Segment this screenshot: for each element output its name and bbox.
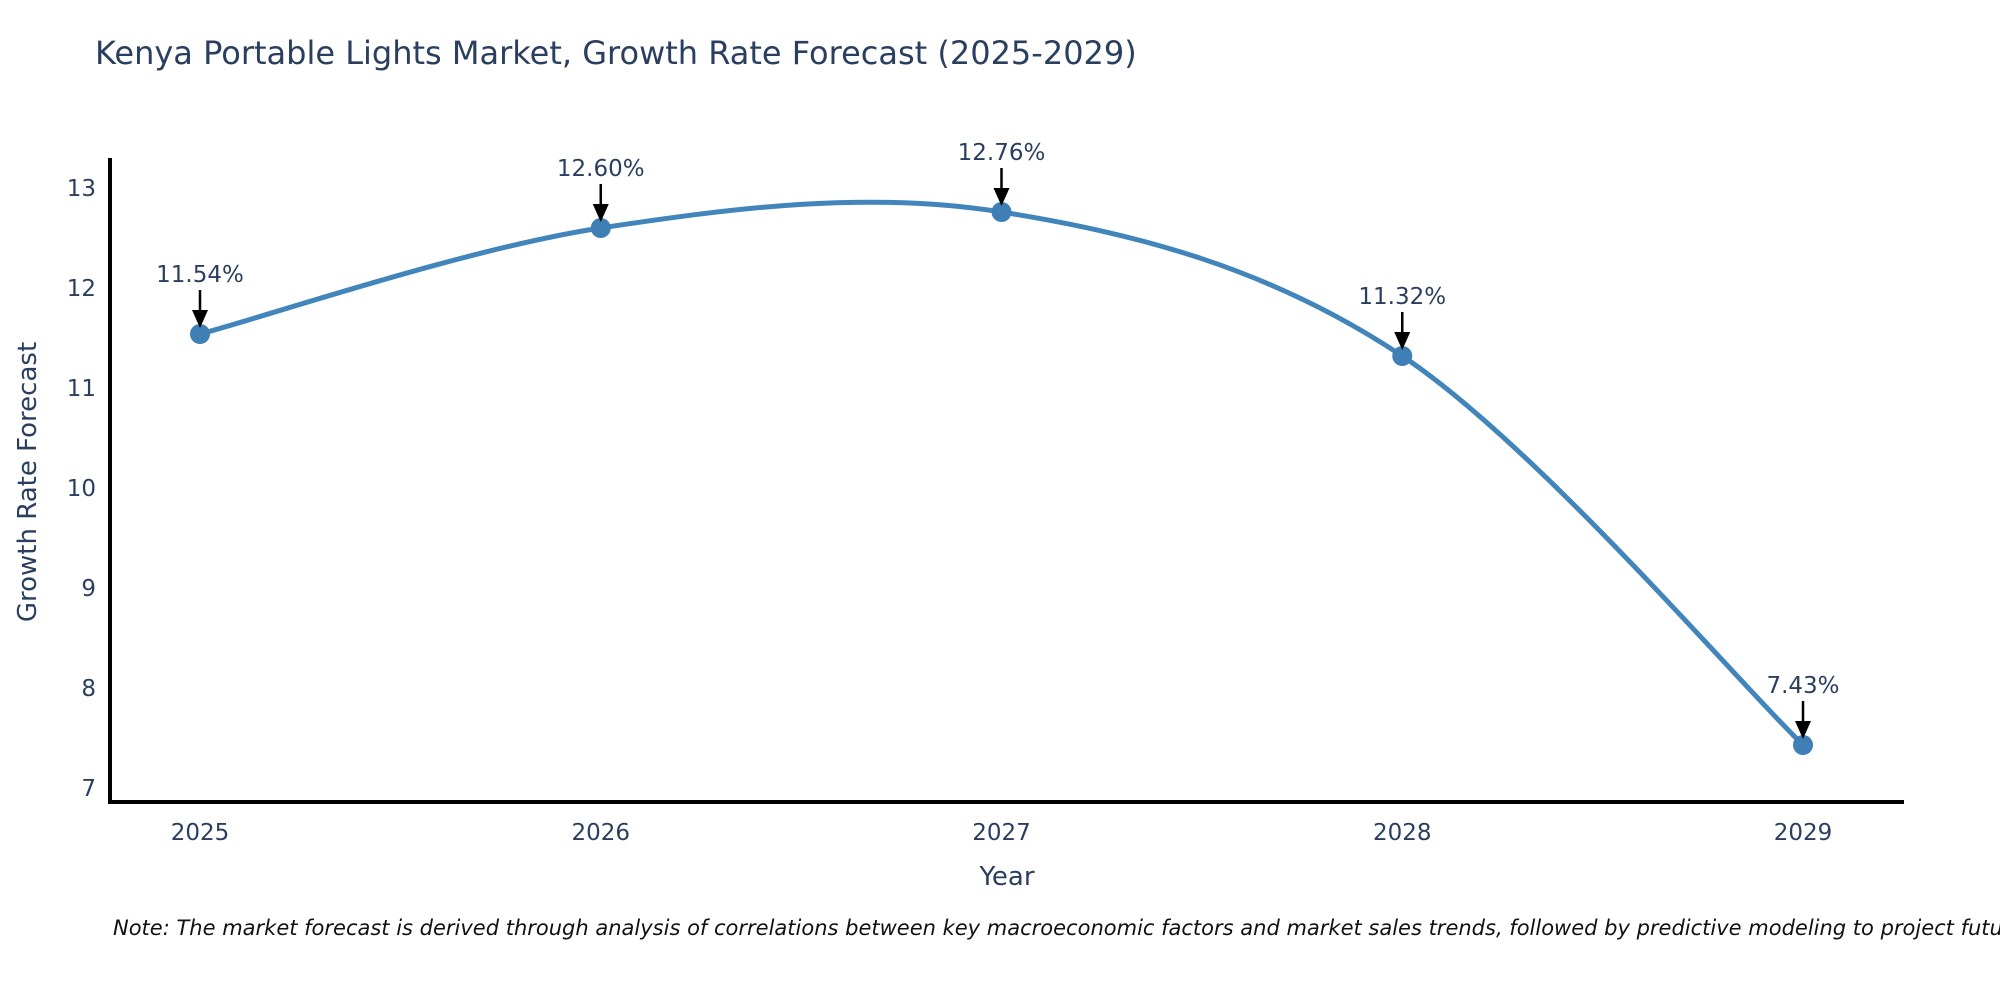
y-tick-label: 13 xyxy=(67,176,96,202)
y-axis-title: Growth Rate Forecast xyxy=(13,341,43,623)
forecast-spline-line xyxy=(197,199,1806,748)
annotation-label: 7.43% xyxy=(1766,673,1839,699)
y-tick-label: 9 xyxy=(81,576,96,602)
y-tick-label: 12 xyxy=(67,276,96,302)
annotation-label: 12.76% xyxy=(958,140,1046,166)
x-axis-title: Year xyxy=(979,862,1035,892)
chart-title: Kenya Portable Lights Market, Growth Rat… xyxy=(95,34,1137,72)
data-point-marker xyxy=(1392,346,1413,366)
y-tick-label: 11 xyxy=(67,376,96,402)
x-tick-label: 2028 xyxy=(1373,820,1432,846)
y-tick-label: 7 xyxy=(81,776,96,802)
annotation-arrow-head xyxy=(192,310,208,328)
annotation-arrow-head xyxy=(1795,721,1811,739)
annotation-label: 11.32% xyxy=(1358,284,1446,310)
annotation-label: 12.60% xyxy=(557,156,645,182)
data-point-marker xyxy=(1793,735,1813,755)
x-tick-label: 2026 xyxy=(571,820,630,846)
data-point-marker xyxy=(190,324,210,344)
annotation-arrow-head xyxy=(592,204,609,222)
data-point-marker xyxy=(991,202,1012,222)
x-tick-label: 2027 xyxy=(972,820,1031,846)
x-tick-label: 2025 xyxy=(171,820,230,846)
annotation-label: 11.54% xyxy=(156,262,244,288)
annotation-arrow-head xyxy=(993,188,1010,206)
data-point-marker xyxy=(590,218,611,238)
y-tick-label: 8 xyxy=(81,676,96,702)
chart-footnote: Note: The market forecast is derived thr… xyxy=(113,916,2000,940)
annotation-arrow-head xyxy=(1394,332,1411,350)
x-tick-label: 2029 xyxy=(1774,820,1833,846)
y-tick-label: 10 xyxy=(67,476,96,502)
